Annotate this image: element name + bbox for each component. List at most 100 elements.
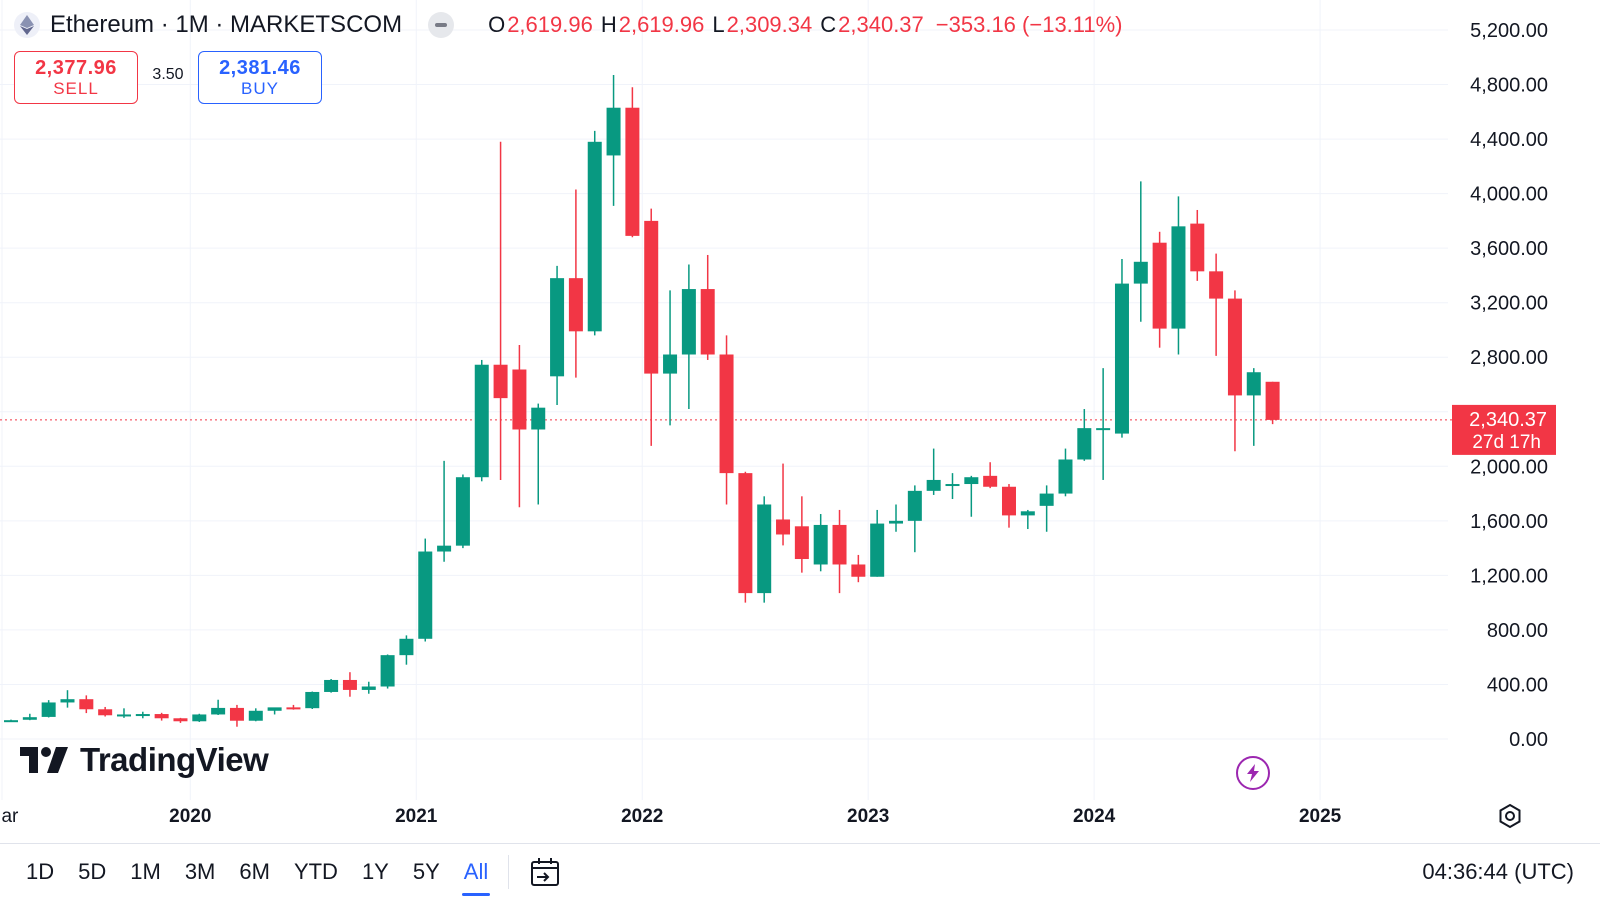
candle-body <box>587 141 602 332</box>
candle-body <box>4 720 18 723</box>
candle-body <box>550 278 565 377</box>
candle-body <box>305 691 320 709</box>
candle-body <box>455 477 470 546</box>
candle-body <box>813 524 828 565</box>
high-label: H <box>600 12 617 37</box>
candle-body <box>907 490 922 521</box>
candle <box>1058 448 1073 497</box>
candle-body <box>380 655 395 687</box>
candle-body <box>79 699 94 710</box>
time-tick-label: 2022 <box>621 806 663 827</box>
candle-body <box>1152 242 1167 329</box>
low-label: L <box>712 12 725 37</box>
range-5d[interactable]: 5D <box>78 859 107 884</box>
candle <box>324 679 339 693</box>
open-label: O <box>488 12 506 37</box>
candle <box>587 130 602 336</box>
candle <box>455 474 470 549</box>
candle <box>738 471 753 603</box>
last-price-value: 2,340.37 <box>1469 409 1547 431</box>
candle <box>663 290 678 426</box>
candle <box>211 699 226 716</box>
candle-body <box>361 686 376 690</box>
candle <box>700 254 715 360</box>
price-tick-label: 4,000.00 <box>1470 184 1548 206</box>
price-tick-label: 3,200.00 <box>1470 293 1548 315</box>
range-ytd[interactable]: YTD <box>293 859 338 884</box>
time-tick-label: 2024 <box>1073 806 1116 827</box>
candle <box>380 654 395 689</box>
symbol-title[interactable]: Ethereum · 1M · MARKETSCOM <box>50 11 403 38</box>
lightning-icon[interactable] <box>1236 756 1270 790</box>
candle <box>550 265 565 405</box>
sell-button[interactable]: 2,377.96 SELL <box>14 51 138 104</box>
candle-body <box>286 707 301 710</box>
candle <box>870 509 885 577</box>
candle <box>832 509 847 594</box>
buy-button[interactable]: 2,381.46 BUY <box>198 51 322 104</box>
candle <box>1227 290 1242 452</box>
calendar-goto-icon[interactable] <box>529 855 563 889</box>
candle-body <box>644 220 659 374</box>
price-tick-label: 400.00 <box>1487 674 1548 696</box>
gear-icon[interactable] <box>1496 802 1524 830</box>
candle <box>1190 209 1205 281</box>
ohlc-values: O 2,619.96 H 2,619.96 L 2,309.34 C 2,340.37 … <box>480 12 1122 38</box>
candle <box>116 708 131 718</box>
tradingview-logo[interactable]: TradingView <box>20 738 269 782</box>
candle <box>964 475 979 517</box>
candle-body <box>568 278 583 332</box>
low-value: 2,309.34 <box>726 12 813 37</box>
spread-value: 3.50 <box>152 66 184 83</box>
candle <box>1133 181 1148 322</box>
candle-body <box>738 473 753 594</box>
candle <box>493 141 508 480</box>
candle <box>983 462 998 489</box>
candle-body <box>192 714 207 722</box>
candle <box>1020 509 1035 530</box>
candle <box>907 485 922 553</box>
range-3m[interactable]: 3M <box>184 859 216 884</box>
utc-clock[interactable]: 04:36:44 (UTC) <box>1422 859 1574 884</box>
chart-legend: Ethereum · 1M · MARKETSCOM O 2,619.96 H 2,… <box>14 8 1123 42</box>
price-axis: 5,200.00 4,800.00 4,400.00 4,000.00 3,600.00… <box>1470 20 1548 751</box>
candle <box>926 448 941 495</box>
candle-body <box>1001 486 1016 516</box>
candle-body <box>154 714 169 719</box>
range-5y[interactable]: 5Y <box>412 859 440 884</box>
buy-label: BUY <box>241 78 279 98</box>
time-tick-label: 2021 <box>395 806 438 827</box>
range-1d[interactable]: 1D <box>26 859 55 884</box>
candle-body <box>531 407 546 430</box>
range-1y[interactable]: 1Y <box>361 859 389 884</box>
price-tick-label: 0.00 <box>1509 729 1548 751</box>
candles <box>4 74 1280 727</box>
price-tick-label: 2,800.00 <box>1470 347 1548 369</box>
candle-body <box>1096 428 1111 431</box>
candle-body <box>22 717 37 720</box>
candle-body <box>964 477 979 485</box>
time-range-selector: 1D 5D 1M 3M 6M YTD 1Y 5Y All <box>14 844 563 900</box>
candle <box>531 403 546 505</box>
candle <box>98 706 113 717</box>
candle <box>1077 409 1092 461</box>
range-1m[interactable]: 1M <box>130 859 161 884</box>
candle-body <box>1190 223 1205 272</box>
candle <box>1039 485 1054 532</box>
range-6m[interactable]: 6M <box>239 859 270 884</box>
range-all[interactable]: All <box>452 844 500 900</box>
collapse-legend-button[interactable] <box>428 12 455 38</box>
candle-body <box>248 710 263 721</box>
candle <box>361 681 376 694</box>
candle-body <box>1171 226 1186 329</box>
candle <box>399 635 414 665</box>
candle-body <box>681 289 696 355</box>
candle-body <box>776 519 791 535</box>
candle-body <box>794 526 809 560</box>
candle <box>794 496 809 573</box>
grid-lines <box>0 0 1448 800</box>
last-price-tag-bg <box>1452 404 1556 455</box>
time-tick-label: Mar <box>0 806 19 827</box>
candle <box>22 713 37 721</box>
